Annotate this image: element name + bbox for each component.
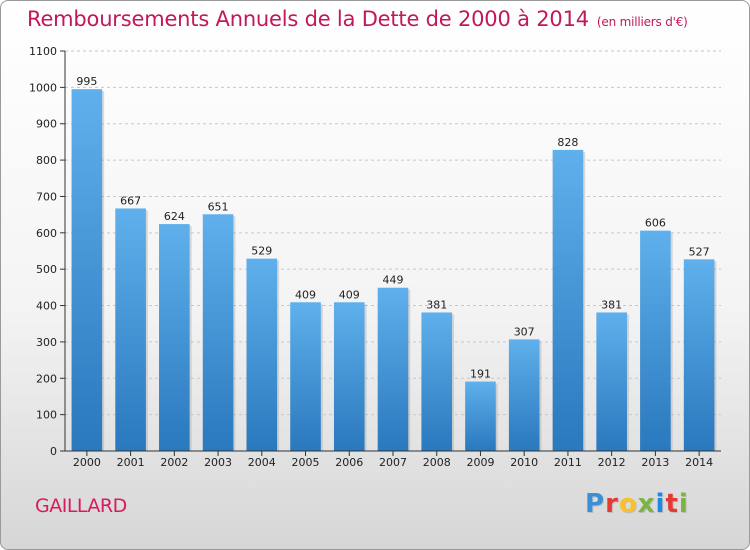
bar	[333, 302, 365, 451]
y-tick-label: 1100	[29, 45, 57, 58]
bar	[115, 208, 146, 451]
x-tick-label: 2002	[160, 456, 188, 469]
y-tick-label: 1000	[29, 81, 57, 94]
y-tick-label: 100	[36, 409, 57, 422]
bar-value-label: 606	[645, 217, 666, 230]
y-tick-label: 500	[36, 263, 57, 276]
bars: 995 667 624 651 529 409 409 449 381 191 307 828 381 6…	[71, 75, 717, 451]
bar-value-label: 381	[601, 298, 622, 311]
bar-value-label: 449	[383, 274, 404, 287]
x-tick-label: 2003	[204, 456, 232, 469]
logo-letter: t	[665, 489, 679, 519]
x-tick-label: 2014	[685, 456, 713, 469]
x-tick-label: 2012	[598, 456, 626, 469]
logo-letter: x	[637, 489, 656, 519]
chart-title-text: Remboursements Annuels de la Dette de 20…	[27, 7, 589, 31]
x-tick-label: 2000	[73, 456, 101, 469]
bar-value-label: 191	[470, 368, 491, 381]
bar	[421, 312, 453, 451]
y-tick-label: 0	[50, 445, 57, 458]
bar-value-label: 527	[689, 245, 710, 258]
y-tick-label: 800	[36, 154, 57, 167]
bar	[377, 287, 409, 451]
y-tick-label: 700	[36, 190, 57, 203]
bar	[465, 381, 496, 451]
bar	[290, 302, 321, 451]
x-tick-label: 2001	[117, 456, 145, 469]
bar	[683, 259, 715, 451]
bar-value-label: 995	[76, 75, 97, 88]
commune-name: GAILLARD	[35, 495, 127, 517]
logo-letter: o	[618, 489, 638, 519]
x-axis: 2000 2001 2002 2003 2004 2005 2006 2007 2008 2009…	[65, 450, 721, 469]
bar-value-label: 409	[339, 288, 360, 301]
bar-value-label: 667	[120, 194, 141, 207]
bar-value-label: 624	[164, 210, 185, 223]
bar-value-label: 529	[251, 245, 272, 258]
y-tick-label: 600	[36, 227, 57, 240]
bar	[202, 214, 234, 451]
bar	[246, 258, 278, 451]
x-tick-label: 2006	[335, 456, 363, 469]
x-tick-label: 2004	[248, 456, 276, 469]
bar	[596, 312, 627, 451]
bar	[640, 230, 671, 451]
x-tick-label: 2009	[466, 456, 494, 469]
x-tick-label: 2008	[423, 456, 451, 469]
x-tick-label: 2005	[292, 456, 320, 469]
y-tick-label: 300	[36, 336, 57, 349]
bar-value-label: 409	[295, 288, 316, 301]
chart-subtitle: (en milliers d'€)	[596, 15, 688, 29]
proxiti-logo: Proxiti	[585, 489, 689, 519]
y-tick-label: 400	[36, 300, 57, 313]
logo-letter: i	[655, 489, 666, 519]
x-tick-label: 2010	[510, 456, 538, 469]
bar-value-label: 828	[557, 136, 578, 149]
bar	[552, 149, 584, 451]
y-tick-label: 200	[36, 372, 57, 385]
bar-value-label: 651	[208, 200, 229, 213]
bar	[71, 89, 103, 451]
bar-value-label: 381	[426, 298, 447, 311]
bar	[159, 224, 190, 451]
logo-letter: i	[678, 489, 689, 519]
x-tick-label: 2011	[554, 456, 582, 469]
y-tick-label: 900	[36, 118, 57, 131]
bar	[508, 339, 540, 451]
x-tick-label: 2007	[379, 456, 407, 469]
chart-title: Remboursements Annuels de la Dette de 20…	[27, 7, 688, 31]
logo-letter: P	[585, 489, 606, 519]
x-tick-label: 2013	[641, 456, 669, 469]
y-axis: 0 100 200 300 400 500 600 700 800 900 1000 1100	[29, 45, 66, 458]
logo-letter: r	[605, 489, 619, 519]
bar-value-label: 307	[514, 325, 535, 338]
